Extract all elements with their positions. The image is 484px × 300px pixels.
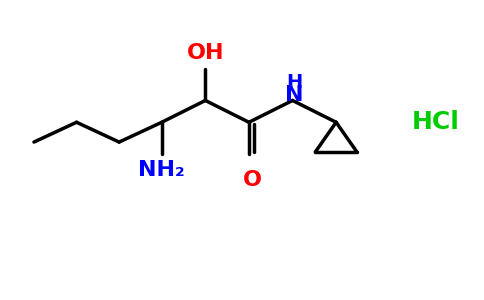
Text: NH₂: NH₂ [138,160,185,180]
Text: OH: OH [187,43,224,63]
Text: H: H [287,73,302,92]
Text: HCl: HCl [412,110,460,134]
Text: O: O [242,170,261,190]
Text: N: N [285,85,304,105]
